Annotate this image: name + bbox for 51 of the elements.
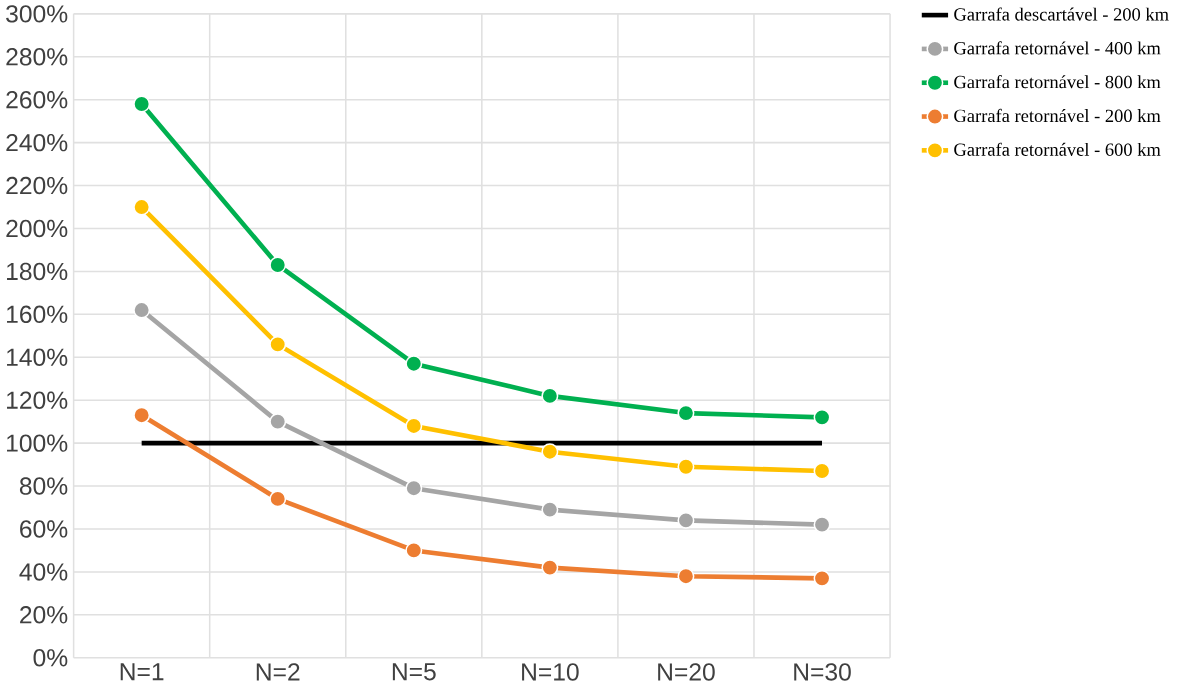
y-tick-label: 20%: [20, 606, 68, 624]
x-tick-label: N=5: [392, 663, 436, 681]
point: [133, 95, 151, 113]
y-tick-label: 100%: [7, 434, 68, 452]
x-tick-label: N=2: [256, 663, 300, 681]
y-tick-label: 180%: [7, 262, 68, 281]
point: [813, 569, 831, 587]
point: [541, 501, 559, 519]
y-tick-label: 260%: [6, 91, 68, 109]
point: [541, 387, 559, 405]
point: [269, 490, 287, 508]
point: [541, 443, 559, 461]
legend-label: Garrafa retornável - 800 km: [954, 75, 1161, 89]
point: [677, 404, 695, 422]
y-tick-label: 40%: [19, 563, 68, 581]
point: [405, 417, 423, 435]
x-tick-label: N=1: [120, 663, 164, 681]
point: [269, 256, 287, 274]
point: [677, 567, 695, 585]
point: [677, 458, 695, 476]
point: [813, 409, 831, 426]
x-tick-label: N=10: [522, 663, 579, 681]
point: [813, 516, 831, 534]
point: [405, 355, 423, 373]
y-tick-label: 120%: [7, 391, 68, 410]
legend-label: Garrafa descartável - 200 km: [954, 7, 1169, 21]
point: [405, 479, 423, 497]
y-tick-label: 0%: [33, 649, 68, 667]
y-tick-label: 240%: [6, 134, 68, 152]
x-tick-label: N=20: [658, 663, 715, 681]
y-tick-label: 160%: [7, 305, 68, 324]
y-tick-label: 220%: [6, 176, 68, 195]
point: [269, 336, 287, 353]
point: [133, 301, 151, 319]
legend-label: Garrafa retornável - 400 km: [954, 41, 1161, 55]
point: [813, 462, 831, 480]
y-tick-label: 200%: [6, 219, 68, 238]
y-tick-label: 60%: [20, 520, 68, 538]
y-tick-label: 140%: [7, 348, 68, 367]
point: [269, 413, 287, 431]
y-tick-label: 280%: [6, 48, 68, 66]
point: [133, 406, 151, 424]
y-tick-label: 80%: [19, 477, 68, 495]
point: [133, 198, 151, 216]
y-tick-label: 300%: [6, 5, 68, 23]
point: [405, 542, 423, 560]
x-tick-label: N=30: [794, 663, 851, 681]
point: [677, 512, 695, 529]
point: [541, 559, 559, 577]
legend-label: Garrafa retornável - 600 km: [954, 142, 1161, 156]
legend-label: Garrafa retornável - 200 km: [954, 108, 1161, 123]
